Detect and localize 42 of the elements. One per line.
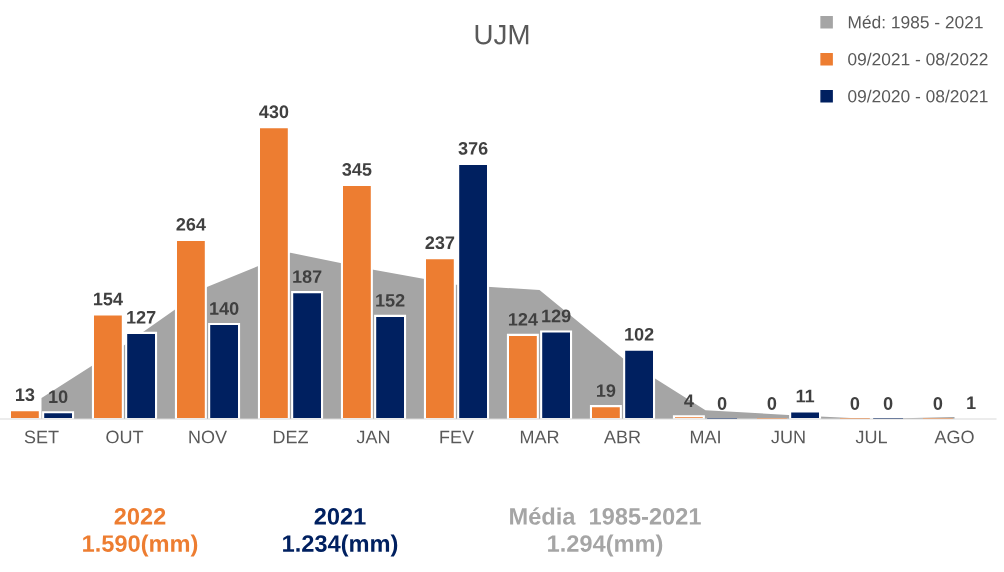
data-label: 10 — [49, 390, 68, 404]
data-label: 102 — [625, 327, 654, 341]
x-tick-label: OUT — [106, 430, 144, 444]
text: 2022 1.590(mm) — [83, 508, 198, 557]
data-label: 0 — [933, 397, 943, 410]
data-label: 152 — [376, 293, 405, 307]
x-tick-label: MAR — [520, 430, 559, 444]
data-label: 264 — [176, 217, 206, 231]
data-label: 11 — [796, 389, 815, 403]
x-tick-label: JUL — [855, 430, 887, 444]
data-label: 1 — [967, 396, 976, 410]
legend-label: Méd: 1985 - 2021 — [848, 15, 983, 29]
data-label: 129 — [542, 309, 571, 323]
x-tick-label: NOV — [189, 430, 227, 444]
data-label: 140 — [210, 302, 239, 315]
legend-label: 09/2020 - 08/2021 — [848, 89, 988, 103]
data-label: 0 — [850, 397, 860, 410]
data-label: 0 — [767, 397, 777, 410]
x-tick-label: ABR — [603, 430, 641, 444]
data-label: 127 — [127, 310, 156, 324]
text: Média 1985-2021 1.294(mm) — [510, 507, 701, 557]
x-tick-label: JUN — [771, 430, 805, 444]
data-label: 154 — [93, 292, 123, 306]
chart-title: UJM — [475, 25, 529, 45]
x-tick-label: FEV — [440, 430, 474, 444]
x-tick-label: JAN — [356, 430, 390, 444]
data-label: 124 — [508, 312, 538, 326]
data-label: 0 — [717, 397, 727, 410]
data-label: 376 — [458, 141, 488, 155]
x-tick-label: MAI — [690, 430, 720, 444]
legend-label: 09/2021 - 08/2022 — [848, 52, 988, 66]
data-label: 345 — [342, 163, 372, 176]
data-label: 187 — [293, 270, 322, 283]
data-label: 430 — [259, 105, 289, 119]
data-label: 13 — [16, 388, 35, 402]
x-tick-label: AGO — [934, 430, 974, 444]
data-label: 0 — [883, 397, 893, 410]
text: 2021 1.234(mm) — [283, 508, 398, 557]
x-tick-label: SET — [24, 430, 59, 444]
data-label: 19 — [597, 384, 616, 397]
x-tick-label: DEZ — [273, 430, 308, 444]
data-label: 237 — [425, 236, 455, 250]
